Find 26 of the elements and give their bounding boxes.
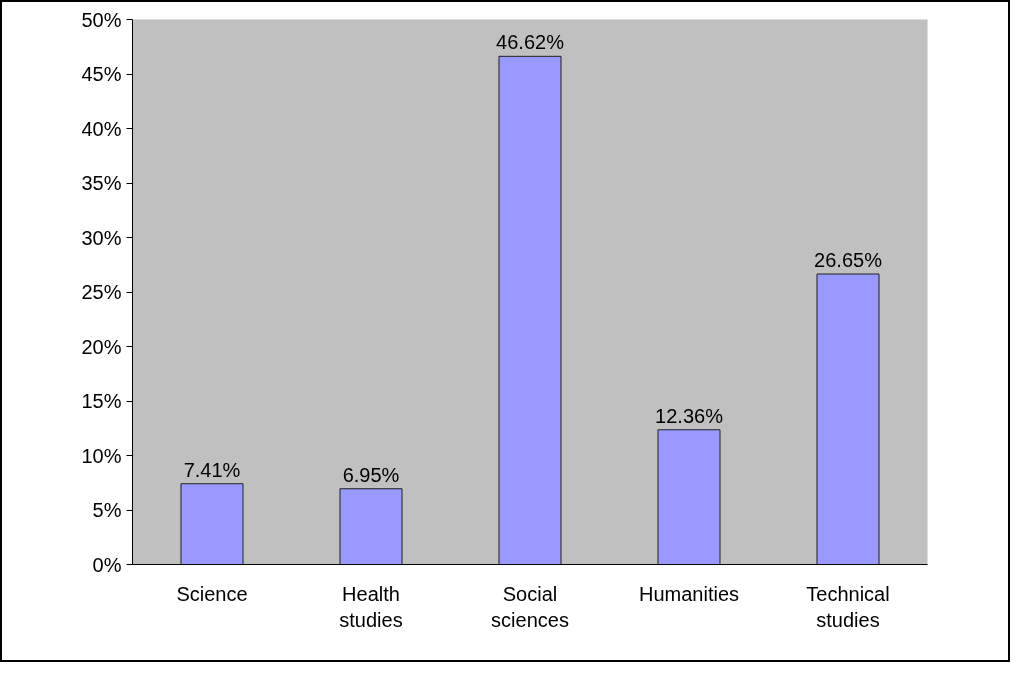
data-label: 46.62% (496, 31, 565, 54)
x-tick-label: Social sciences (491, 582, 569, 631)
bar (498, 55, 562, 565)
data-label: 7.41% (183, 458, 241, 481)
y-tick-label: 45% (81, 63, 122, 85)
data-label: 26.65% (814, 249, 883, 272)
y-tick-label: 10% (81, 444, 122, 467)
y-tick-label: 25% (81, 281, 122, 303)
y-tick-label: 40% (81, 117, 122, 140)
bar (180, 483, 244, 565)
x-tick-label: Technical studies (806, 582, 890, 631)
y-tick-label: 20% (81, 335, 122, 358)
bar (339, 488, 403, 565)
y-tick-label: 30% (81, 226, 122, 249)
x-tick-label: Humanities (638, 582, 740, 605)
x-tick-label: Science (176, 582, 248, 605)
y-tick-label: 50% (81, 8, 122, 31)
y-tick-label: 15% (81, 390, 122, 412)
data-label: 6.95% (342, 463, 400, 486)
y-tick-label: 0% (92, 553, 122, 576)
x-tick-label: Health studies (339, 582, 403, 631)
y-tick-label: 35% (81, 172, 122, 194)
bar (657, 429, 721, 565)
bar (816, 273, 880, 565)
y-tick-label: 5% (92, 499, 122, 521)
data-label: 12.36% (655, 404, 724, 427)
